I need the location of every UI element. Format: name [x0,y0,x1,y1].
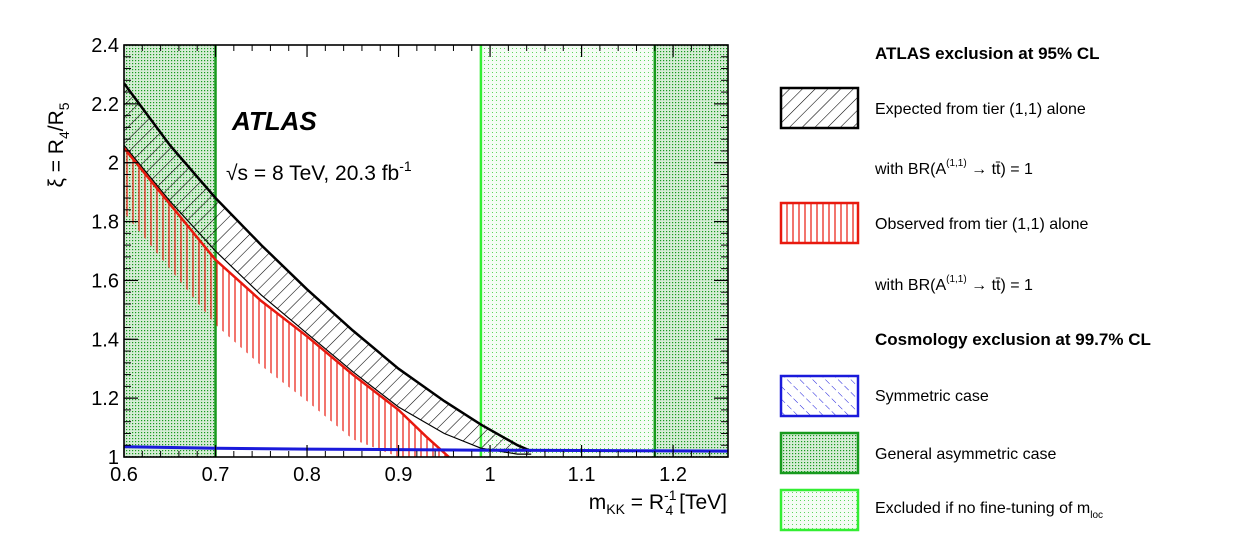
legend-entry-observed: Observed from tier (1,1) alone [779,201,1089,245]
legend-swatch-expected [779,86,860,130]
legend: ATLAS exclusion at 95% CL Expected from … [779,44,1151,532]
legend-entry-expected: Expected from tier (1,1) alone [779,86,1086,130]
legend-heading-cosmology: Cosmology exclusion at 99.7% CL [875,330,1151,349]
x-tick-label: 1.2 [659,464,687,486]
y-tick-label: 2.4 [91,35,119,57]
x-axis-ticks: 0.6 0.7 0.8 0.9 1 1.1 1.2 [110,45,729,486]
legend-br-expected: with BR(A(1,1) → tt̄) = 1 [874,158,1033,178]
observed-line [124,147,450,457]
plot-frame [123,44,729,458]
y-axis-ticks: 1 1.2 1.4 1.6 1.8 2 2.2 2.4 [91,35,728,469]
y-tick-label: 1.8 [91,212,119,234]
y-axis-title: ξ = R4/R5 [45,102,72,187]
legend-heading-atlas: ATLAS exclusion at 95% CL [875,44,1100,63]
legend-entry-asymmetric: General asymmetric case [779,431,1056,475]
y-tick-label: 1.2 [91,388,119,410]
legend-swatch-symmetric [779,374,860,418]
y-tick-label: 2.2 [91,94,119,116]
x-tick-label: 0.8 [293,464,321,486]
y-tick-label: 1.6 [91,270,119,292]
legend-label-symmetric: Symmetric case [875,388,989,405]
atlas-label: ATLAS [231,106,317,136]
x-tick-label: 1 [484,464,495,486]
legend-entry-symmetric: Symmetric case [779,374,989,418]
legend-label-expected: Expected from tier (1,1) alone [875,101,1086,118]
x-axis-title: mKK = R-1 4 [TeV] [589,487,727,518]
legend-label-finetuning: Excluded if no fine-tuning of mloc [875,500,1103,521]
expected-upper-line [124,82,532,453]
asymmetric-region-1 [654,45,728,457]
y-tick-label: 1 [108,447,119,469]
legend-swatch-finetuning [779,488,860,532]
x-tick-label: 1.1 [568,464,596,486]
x-tick-label: 0.9 [385,464,413,486]
x-tick-label: 0.7 [202,464,230,486]
legend-label-asymmetric: General asymmetric case [875,446,1056,463]
energy-lumi-label: √s = 8 TeV, 20.3 fb-1 [226,158,412,185]
legend-label-observed: Observed from tier (1,1) alone [875,216,1089,233]
legend-swatch-observed [779,201,860,245]
y-tick-label: 2 [108,153,119,175]
legend-entry-finetuning: Excluded if no fine-tuning of mloc [779,488,1103,532]
legend-br-observed: with BR(A(1,1) → tt̄) = 1 [874,274,1033,294]
legend-swatch-asymmetric [779,431,860,475]
x-tick-label: 0.6 [110,464,138,486]
y-tick-label: 1.4 [91,329,119,351]
